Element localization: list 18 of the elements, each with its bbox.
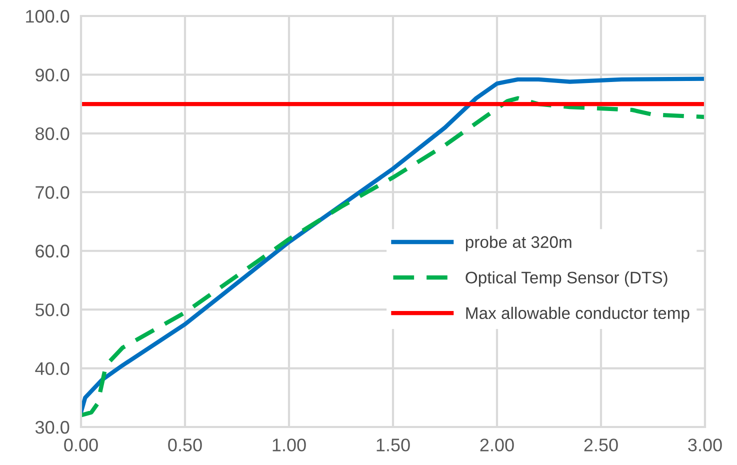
- y-tick-label: 100.0: [26, 10, 70, 23]
- y-tick-label: 40.0: [35, 362, 70, 376]
- legend-label: Max allowable conductor temp: [466, 306, 690, 322]
- x-tick-label: 0.00: [64, 438, 98, 452]
- y-tick-label: 90.0: [36, 68, 70, 82]
- legend-label: Optical Temp Sensor (DTS): [466, 271, 668, 287]
- y-tick-label: 70.0: [36, 186, 70, 199]
- y-tick-label: 60.0: [36, 244, 70, 258]
- x-tick-label: 3.00: [688, 438, 722, 452]
- y-tick-label: 80.0: [36, 127, 70, 140]
- x-tick-label: 1.50: [376, 438, 410, 452]
- x-tick-label: 2.50: [584, 438, 618, 452]
- y-tick-label: 30.0: [35, 420, 70, 434]
- x-tick-label: 2.00: [480, 438, 514, 452]
- x-tick-label: 1.00: [272, 438, 306, 452]
- x-tick-label: 0.50: [168, 438, 202, 452]
- y-tick-label: 50.0: [35, 304, 70, 316]
- legend-label: probe at 320m: [466, 236, 572, 252]
